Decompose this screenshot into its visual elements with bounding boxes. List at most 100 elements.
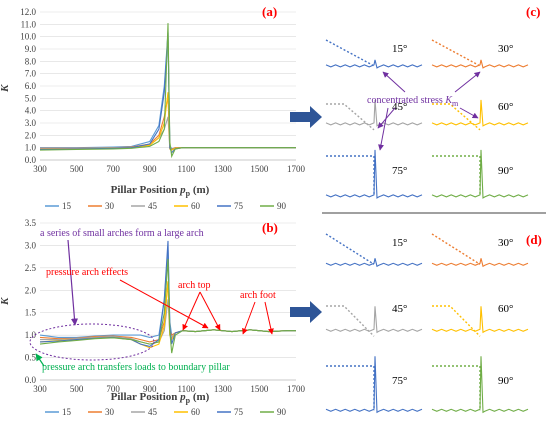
legend-label-75: 75 bbox=[234, 407, 244, 417]
mini-solid-line bbox=[431, 356, 529, 414]
x-tick-label: 700 bbox=[106, 384, 120, 394]
mini-solid-line bbox=[431, 149, 529, 199]
mini-plot-c-5: 75° bbox=[325, 149, 423, 199]
arrow-arch-top-1 bbox=[182, 291, 201, 331]
mini-dotted-line bbox=[432, 305, 481, 337]
mini-plot-d-4: 60° bbox=[431, 303, 529, 337]
mini-plot-c-1: 15° bbox=[325, 39, 423, 69]
panel-label-a: (a) bbox=[262, 4, 277, 19]
mini-solid-line bbox=[431, 306, 529, 334]
panel-label-c: (c) bbox=[526, 4, 540, 19]
legend-label-45: 45 bbox=[148, 407, 158, 417]
mini-angle-label: 75° bbox=[392, 165, 407, 177]
y-tick-label: 9.0 bbox=[25, 44, 37, 54]
y-tick-label: 8.0 bbox=[25, 56, 37, 66]
chart-b-legend: 15 30 45 60 75 90 bbox=[45, 407, 287, 417]
chart-b-x-axis-label: Pillar Position pp (m) bbox=[111, 391, 210, 405]
y-tick-label: 3.0 bbox=[25, 118, 37, 128]
x-tick-label: 500 bbox=[70, 164, 84, 174]
mini-angle-label: 30° bbox=[498, 237, 513, 249]
y-tick-label: 2.0 bbox=[25, 130, 37, 140]
mini-dotted-line bbox=[326, 365, 375, 411]
arrow-concentrated-75 bbox=[378, 107, 389, 151]
arrow-concentrated-60 bbox=[459, 107, 479, 119]
chart-b-x-ticks: 300 500 700 900 1100 1300 1500 1700 bbox=[33, 384, 305, 394]
y-tick-label: 1.0 bbox=[25, 330, 37, 340]
legend-label-45: 45 bbox=[148, 201, 158, 211]
annotation-arch-foot: arch foot bbox=[240, 290, 276, 301]
series-line-45 bbox=[39, 116, 296, 151]
panel-label-b: (b) bbox=[262, 220, 278, 235]
legend-label-60: 60 bbox=[191, 407, 201, 417]
x-tick-label: 1100 bbox=[177, 384, 195, 394]
mini-dotted-line bbox=[325, 233, 375, 265]
legend-label-90: 90 bbox=[277, 201, 287, 211]
chart-a-y-ticks: 0.0 1.0 2.0 3.0 4.0 5.0 6.0 7.0 8.0 9.0 10.0 11.0 12… bbox=[20, 7, 36, 165]
series-line-90 bbox=[39, 258, 296, 354]
arrow-arch-top-2 bbox=[199, 291, 221, 331]
chart-a-x-axis-label: Pillar Position pp (m) bbox=[111, 184, 210, 198]
mini-dotted-line bbox=[432, 365, 481, 411]
mini-dotted-line bbox=[432, 103, 481, 131]
mini-plot-c-4: 60° bbox=[431, 99, 529, 131]
chart-b-lines bbox=[39, 240, 296, 354]
arrow-transfers bbox=[35, 353, 45, 367]
mini-plot-d-6: 90° bbox=[431, 356, 529, 414]
mini-dotted-line bbox=[326, 155, 375, 196]
annotation-small-arches: a series of small arches form a large ar… bbox=[40, 228, 204, 239]
y-tick-label: 3.5 bbox=[25, 218, 37, 228]
panel-c: 15° 30° 45° 60° 75° 90° bbox=[325, 39, 529, 199]
mini-angle-label: 60° bbox=[498, 303, 513, 315]
mini-dotted-line bbox=[326, 305, 375, 337]
mini-angle-label: 30° bbox=[498, 43, 513, 55]
x-tick-label: 1500 bbox=[250, 384, 269, 394]
x-tick-label: 700 bbox=[106, 164, 120, 174]
x-tick-label: 1300 bbox=[214, 384, 233, 394]
chart-a-lines bbox=[39, 23, 296, 159]
arrow-pressure-arch-effects bbox=[119, 279, 209, 329]
mini-plot-d-5: 75° bbox=[325, 356, 423, 414]
y-tick-label: 2.0 bbox=[25, 285, 37, 295]
mini-angle-label: 90° bbox=[498, 375, 513, 387]
block-arrow-bottom bbox=[290, 301, 322, 323]
x-tick-label: 900 bbox=[143, 384, 157, 394]
mini-solid-line bbox=[325, 258, 423, 268]
chart-a: 0.0 1.0 2.0 3.0 4.0 5.0 6.0 7.0 8.0 9.0 10.0 11.0 12… bbox=[0, 4, 306, 211]
mini-dotted-line bbox=[431, 39, 481, 67]
y-tick-label: 0.0 bbox=[25, 155, 37, 165]
y-tick-label: 3.0 bbox=[25, 240, 37, 250]
y-tick-label: 1.0 bbox=[25, 143, 37, 153]
mini-solid-line bbox=[431, 258, 529, 268]
chart-a-x-ticks: 300 500 700 900 1100 1300 1500 1700 bbox=[33, 164, 305, 174]
mini-solid-line bbox=[325, 356, 423, 414]
mini-angle-label: 45° bbox=[392, 303, 407, 315]
legend-label-30: 30 bbox=[105, 407, 115, 417]
y-tick-label: 2.5 bbox=[25, 263, 37, 273]
legend-label-15: 15 bbox=[62, 201, 72, 211]
x-tick-label: 1700 bbox=[287, 384, 306, 394]
x-tick-label: 1700 bbox=[287, 164, 306, 174]
y-tick-label: 4.0 bbox=[25, 106, 37, 116]
block-arrow-top bbox=[290, 106, 322, 128]
y-tick-label: 11.0 bbox=[21, 19, 37, 29]
mini-dotted-line bbox=[326, 103, 375, 131]
mini-angle-label: 60° bbox=[498, 101, 513, 113]
x-tick-label: 300 bbox=[33, 164, 47, 174]
y-tick-label: 0.0 bbox=[25, 375, 37, 385]
series-line-90 bbox=[39, 23, 296, 159]
panel-d: 15° 30° 45° 60° 75° 90° bbox=[325, 233, 529, 414]
mini-angle-label: 15° bbox=[392, 43, 407, 55]
y-tick-label: 7.0 bbox=[25, 69, 37, 79]
y-tick-label: 6.0 bbox=[25, 81, 37, 91]
mini-plot-c-2: 30° bbox=[431, 39, 529, 69]
y-tick-label: 0.5 bbox=[25, 353, 37, 363]
mini-angle-label: 45° bbox=[392, 101, 407, 113]
chart-b-y-axis-label: K bbox=[0, 297, 11, 306]
x-tick-label: 900 bbox=[143, 164, 157, 174]
arrow-arch-foot-1 bbox=[242, 301, 256, 335]
x-tick-label: 500 bbox=[70, 384, 84, 394]
annotation-concentrated-stress: concentrated stress Km bbox=[367, 95, 459, 108]
mini-angle-label: 90° bbox=[498, 165, 513, 177]
mini-plot-d-1: 15° bbox=[325, 233, 423, 268]
